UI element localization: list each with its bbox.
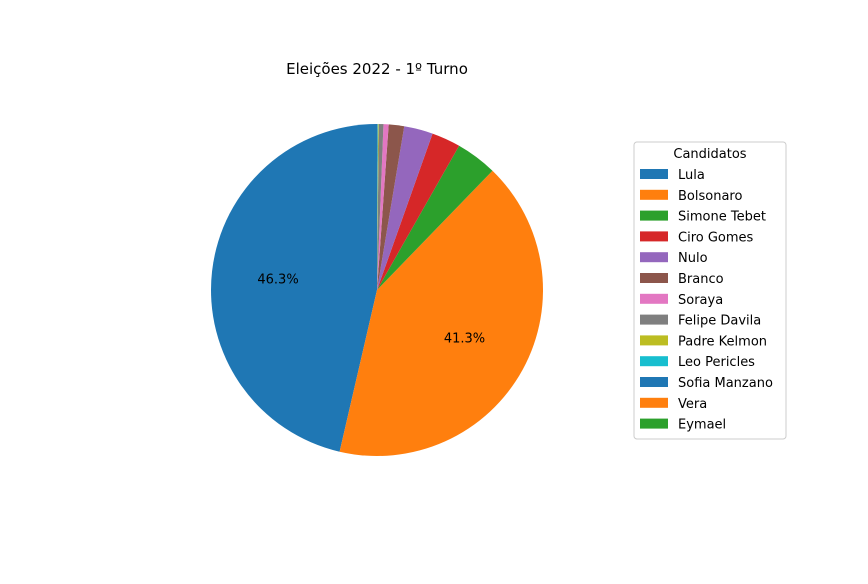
slice-percent-label: 46.3% [257,273,298,288]
legend-label: Padre Kelmon [678,334,767,349]
legend-swatch [640,314,668,325]
legend-swatch [640,252,668,263]
legend-swatch [640,335,668,346]
legend: Candidatos Lula Bolsonaro Simone Tebet Ciro… [633,141,787,440]
pie-slice-bolsonaro [339,170,543,456]
legend-label: Bolsonaro [678,189,742,204]
legend-label: Ciro Gomes [678,230,754,245]
pie-slice-nulo [377,126,433,290]
legend-swatch [640,397,668,408]
legend-frame [633,141,787,440]
pie-slice-simone-tebet [377,145,493,290]
legend-swatch [640,231,668,242]
legend-label: Soraya [678,293,723,308]
legend-swatch [640,377,668,387]
pie-slice-soraya [377,124,389,290]
pie-slice-sofia-manzano [377,124,378,291]
pie-slices [211,124,543,456]
pie-slice-lula [211,124,377,452]
legend-label: Lula [678,168,705,183]
legend-swatch [640,418,668,429]
slice-percent-label: 41.3% [444,332,485,347]
legend-swatch [640,273,668,283]
pie-slice-felipe-davila [377,124,384,290]
legend-label: Simone Tebet [678,210,766,225]
legend-swatch [640,356,668,367]
chart-title: Eleições 2022 - 1º Turno [286,60,468,78]
legend-label: Vera [678,397,707,412]
legend-swatch [640,293,668,304]
legend-label: Sofia Manzano [678,376,773,391]
legend-swatch [640,210,668,221]
legend-label: Felipe Davila [678,314,761,329]
pie-slice-ciro-gomes [377,133,460,290]
pie-slice-padre-kelmon [377,124,379,290]
pie-slice-branco [377,124,405,290]
legend-label: Leo Pericles [678,355,755,370]
legend-label: Branco [678,272,724,287]
legend-swatch [640,169,668,179]
pie-slice-leo-pericles [377,124,379,290]
legend-label: Nulo [678,251,708,266]
legend-title: Candidatos [673,147,746,162]
legend-label: Eymael [678,418,726,433]
legend-swatch [640,189,668,200]
pie-labels: 46.3% 41.3% [257,273,485,347]
legend-items: Lula Bolsonaro Simone Tebet Ciro Gomes Nulo B… [640,168,773,433]
